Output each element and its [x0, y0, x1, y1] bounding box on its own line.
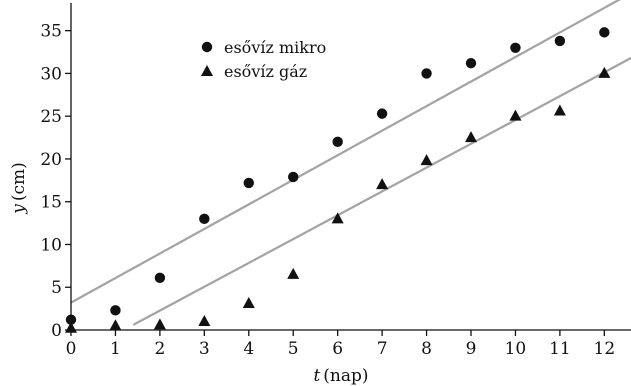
- x-tick-label: 1: [110, 339, 121, 359]
- point-circle: [154, 272, 166, 284]
- legend-label-esoviz-mikro: esővíz mikro: [224, 38, 326, 57]
- point-circle: [465, 57, 477, 69]
- y-tick-label: 15: [40, 193, 62, 213]
- x-tick-label: 8: [421, 339, 432, 359]
- x-tick-label: 6: [332, 339, 343, 359]
- y-ticks: 0 5 10 15 20 25 30 35: [40, 22, 71, 341]
- point-circle: [110, 305, 121, 316]
- x-ticks: 0 1 2 3 4 5 6 7 8 9 10 11 12: [66, 330, 616, 359]
- point-triangle: [376, 178, 389, 190]
- y-tick-label: 0: [51, 321, 62, 341]
- point-triangle: [331, 212, 344, 224]
- point-triangle: [198, 314, 211, 326]
- y-tick-label: 25: [40, 107, 62, 127]
- x-tick-label: 12: [594, 339, 616, 359]
- point-circle: [243, 177, 254, 189]
- point-triangle: [153, 318, 166, 330]
- y-axis-label-unit: (cm): [9, 162, 29, 201]
- axes: [70, 3, 631, 331]
- trendline-2: [132, 57, 631, 326]
- x-tick-label: 11: [549, 339, 571, 359]
- y-tick-label: 5: [51, 278, 62, 298]
- point-circle: [421, 68, 432, 79]
- x-tick-label: 0: [66, 339, 77, 359]
- legend-item-esoviz-mikro: esővíz mikro: [201, 38, 326, 57]
- legend: esővíz mikro esővíz gáz: [201, 38, 326, 81]
- x-axis-label: t (nap): [313, 366, 368, 386]
- y-tick-label: 20: [40, 150, 62, 170]
- y-tick-label: 35: [40, 22, 62, 42]
- x-tick-label: 2: [154, 339, 165, 359]
- point-triangle: [420, 154, 433, 166]
- y-tick-label: 30: [40, 64, 62, 84]
- y-axis-label: y (cm): [9, 162, 29, 215]
- x-tick-label: 3: [199, 339, 210, 359]
- x-tick-label: 5: [288, 339, 299, 359]
- point-triangle: [287, 267, 300, 279]
- y-axis-label-var: y: [9, 204, 29, 215]
- data-points: [65, 27, 611, 333]
- x-tick-label: 10: [505, 339, 527, 359]
- point-circle: [376, 108, 388, 119]
- point-triangle: [242, 296, 255, 308]
- legend-label-esoviz-gaz: esővíz gáz: [224, 62, 307, 81]
- point-circle: [510, 42, 521, 53]
- x-tick-label: 4: [243, 339, 254, 359]
- y-tick-label: 10: [40, 235, 62, 255]
- x-tick-label: 7: [377, 339, 388, 359]
- trendline-layer: [70, 0, 631, 326]
- trendline-1: [70, 0, 621, 304]
- legend-marker-circle: [201, 41, 213, 53]
- point-triangle: [598, 66, 611, 78]
- point-circle: [199, 213, 210, 225]
- x-axis-label-unit: (nap): [323, 366, 368, 386]
- point-triangle: [553, 104, 566, 116]
- point-circle: [65, 314, 77, 325]
- legend-marker-triangle: [201, 65, 213, 76]
- legend-item-esoviz-gaz: esővíz gáz: [201, 62, 307, 81]
- point-triangle: [465, 131, 477, 143]
- point-triangle: [109, 319, 122, 331]
- x-tick-label: 9: [466, 339, 477, 359]
- point-circle: [554, 35, 566, 47]
- point-triangle: [509, 109, 522, 121]
- point-circle: [332, 136, 343, 148]
- point-circle: [288, 171, 299, 183]
- point-triangle: [65, 321, 77, 333]
- x-axis-label-var: t: [313, 366, 320, 386]
- point-circle: [599, 27, 610, 38]
